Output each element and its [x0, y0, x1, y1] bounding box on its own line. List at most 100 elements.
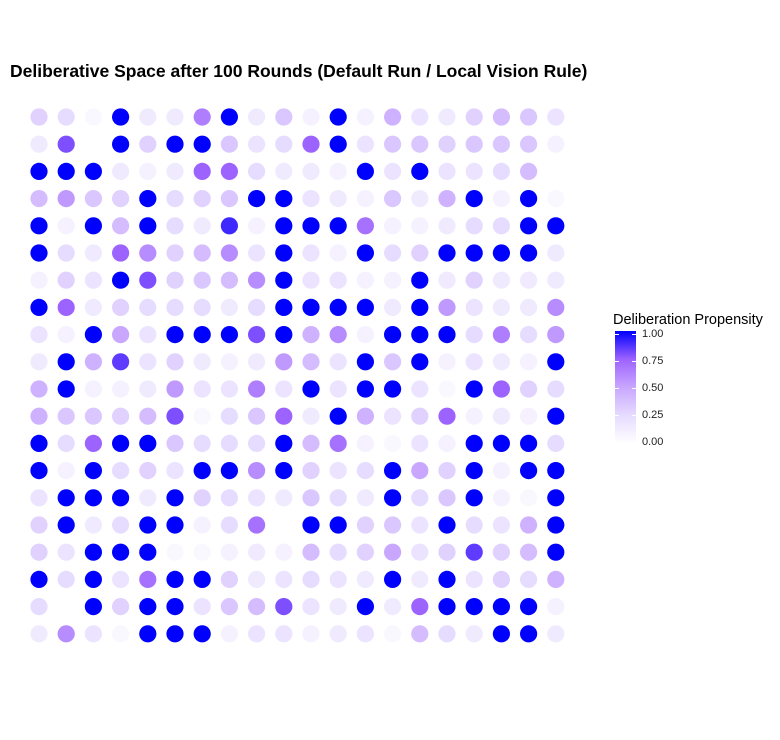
agent-point	[356, 326, 374, 344]
agent-point	[302, 489, 320, 507]
agent-point	[438, 190, 456, 208]
agent-point	[465, 326, 483, 344]
agent-point	[248, 489, 266, 507]
agent-point	[139, 489, 157, 507]
agent-point	[193, 326, 211, 344]
agent-point	[166, 489, 184, 507]
agent-point	[30, 326, 48, 344]
agent-point	[384, 217, 402, 235]
agent-point	[220, 625, 238, 643]
agent-point	[275, 625, 293, 643]
agent-point	[547, 625, 565, 643]
agent-point	[547, 108, 565, 126]
legend-tick-mark	[615, 388, 619, 389]
agent-point	[302, 434, 320, 452]
agent-point	[356, 570, 374, 589]
agent-point	[220, 598, 238, 616]
agent-point	[465, 298, 483, 316]
agent-point	[492, 244, 510, 262]
agent-point	[275, 244, 293, 262]
agent-point	[356, 298, 374, 316]
agent-point	[356, 135, 374, 153]
agent-point	[465, 190, 483, 208]
agent-point	[302, 162, 320, 180]
agent-point	[384, 516, 402, 534]
agent-point	[248, 326, 266, 344]
agent-point	[411, 326, 429, 344]
agent-point	[220, 516, 238, 534]
agent-point	[302, 271, 320, 289]
agent-point	[84, 190, 102, 208]
agent-point	[438, 108, 456, 126]
agent-point	[193, 598, 211, 616]
agent-point	[302, 190, 320, 208]
agent-point	[139, 380, 157, 398]
agent-point	[166, 244, 184, 262]
agent-point	[547, 598, 565, 616]
agent-point	[57, 598, 75, 616]
agent-point	[112, 407, 130, 425]
agent-point	[139, 434, 157, 452]
agent-point	[112, 298, 130, 316]
agent-point	[193, 543, 211, 561]
agent-point	[356, 543, 374, 561]
agent-point	[329, 434, 347, 452]
agent-point	[275, 190, 293, 208]
agent-point	[275, 271, 293, 289]
agent-point	[302, 217, 320, 235]
agent-point	[248, 190, 266, 208]
agent-point	[84, 598, 102, 616]
agent-point	[384, 298, 402, 316]
agent-point	[329, 380, 347, 398]
agent-point	[384, 190, 402, 208]
agent-point	[112, 271, 130, 289]
agent-point	[356, 516, 374, 534]
agent-point	[57, 489, 75, 507]
agent-point	[520, 217, 538, 235]
agent-point	[547, 434, 565, 452]
agent-point	[384, 244, 402, 262]
agent-point	[411, 489, 429, 507]
agent-point	[57, 108, 75, 126]
agent-point	[547, 462, 565, 480]
agent-point	[329, 190, 347, 208]
agent-point	[139, 298, 157, 316]
agent-point	[248, 108, 266, 126]
agent-point	[384, 353, 402, 371]
agent-point	[356, 271, 374, 289]
agent-point	[139, 271, 157, 289]
agent-point	[302, 353, 320, 371]
agent-point	[411, 570, 429, 589]
agent-point	[438, 353, 456, 371]
agent-point	[329, 489, 347, 507]
agent-point	[248, 543, 266, 561]
agent-point	[329, 244, 347, 262]
agent-point	[112, 462, 130, 480]
agent-point	[139, 462, 157, 480]
agent-point	[84, 516, 102, 534]
agent-point	[492, 380, 510, 398]
agent-point	[57, 434, 75, 452]
agent-point	[356, 489, 374, 507]
agent-point	[329, 543, 347, 561]
agent-point	[220, 543, 238, 561]
agent-point	[220, 434, 238, 452]
agent-point	[547, 543, 565, 561]
agent-point	[329, 135, 347, 153]
agent-point	[139, 190, 157, 208]
agent-point	[112, 135, 130, 153]
agent-point	[547, 407, 565, 425]
agent-point	[248, 298, 266, 316]
agent-point	[166, 298, 184, 316]
agent-point	[193, 407, 211, 425]
agent-point	[438, 271, 456, 289]
agent-point	[547, 380, 565, 398]
agent-point	[193, 353, 211, 371]
legend-color-bar	[615, 331, 636, 444]
agent-point	[220, 380, 238, 398]
agent-point	[248, 434, 266, 452]
agent-point	[492, 516, 510, 534]
agent-point	[193, 217, 211, 235]
agent-point	[84, 489, 102, 507]
agent-point	[139, 543, 157, 561]
